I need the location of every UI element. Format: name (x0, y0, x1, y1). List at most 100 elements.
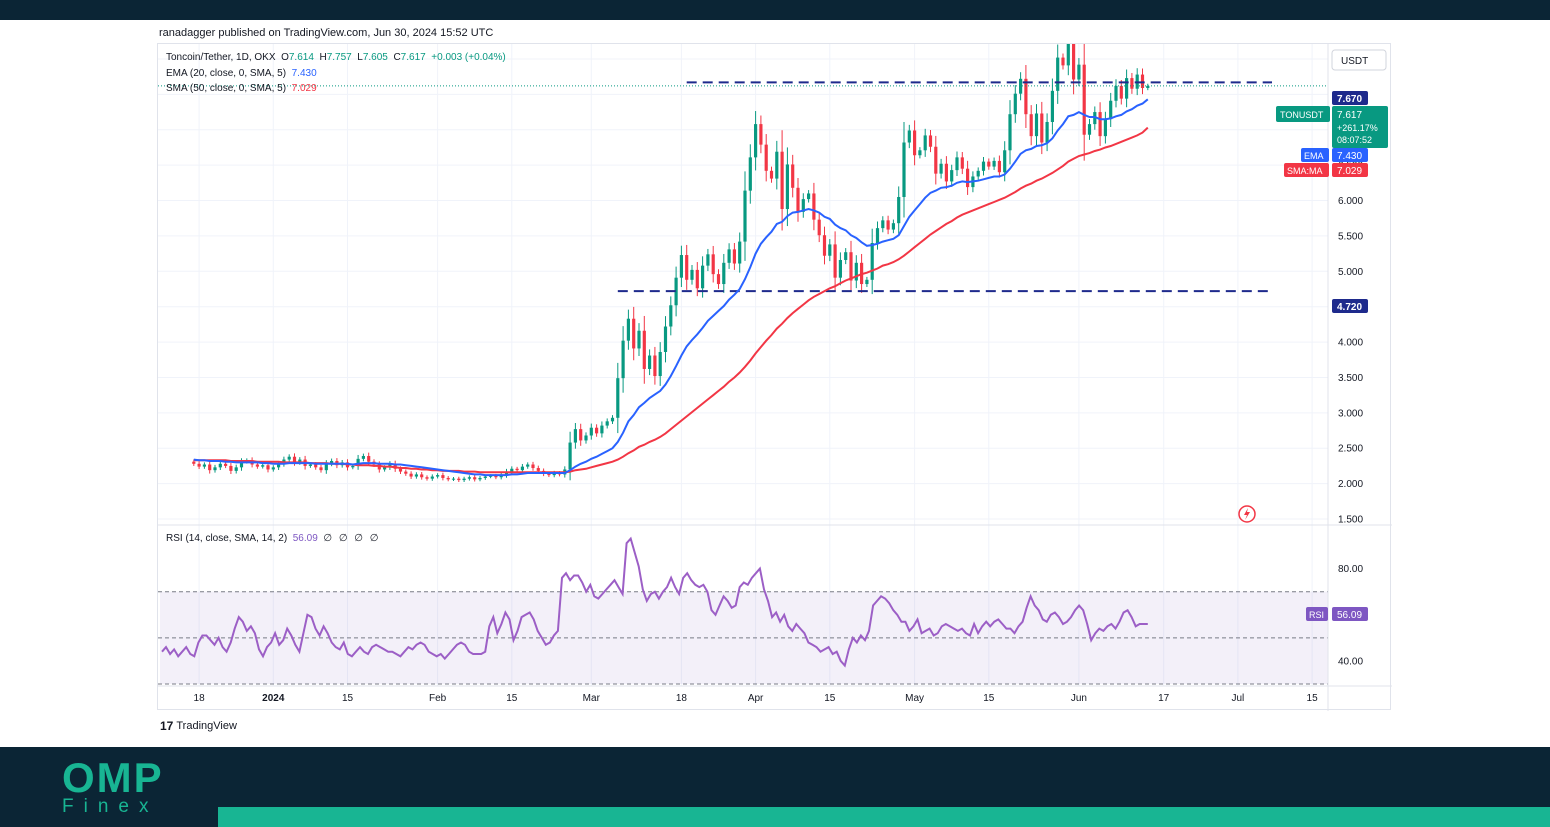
candle (287, 454, 291, 462)
x-tick-label: Apr (748, 693, 764, 704)
sma-name-badge-label: SMA:MA (1287, 166, 1323, 176)
candle (409, 471, 413, 479)
price-tick-label: 5.000 (1338, 267, 1363, 278)
price-tick-label: 2.000 (1338, 479, 1363, 490)
candle (1103, 111, 1107, 144)
x-tick-label: 15 (983, 693, 995, 704)
candle (769, 166, 774, 183)
candle (1050, 78, 1054, 135)
candle (679, 245, 683, 288)
candle (711, 245, 715, 283)
flash-icon[interactable] (1238, 505, 1256, 523)
candle (939, 158, 943, 179)
candle (881, 216, 885, 233)
tradingview-logo[interactable]: 17 TradingView (160, 719, 237, 733)
x-tick-label: May (905, 693, 924, 704)
low-label: L (357, 52, 363, 63)
currency-button[interactable] (1331, 49, 1387, 71)
candle (759, 115, 763, 154)
candle (897, 186, 901, 234)
candle (828, 239, 832, 262)
symbol-badge-label: TONUSDT (1280, 110, 1324, 120)
candle (616, 362, 620, 434)
candle (785, 147, 789, 227)
candle (1045, 113, 1049, 152)
candle (255, 462, 259, 469)
currency-label: USDT (1341, 56, 1368, 67)
x-tick-label: 15 (1307, 693, 1319, 704)
candle (875, 221, 880, 250)
price-badge-countdown: 08:07:52 (1337, 135, 1372, 145)
rsi-tick-label: 80.00 (1338, 564, 1363, 575)
price-tick-label: 6.000 (1338, 196, 1363, 207)
candle (891, 219, 895, 234)
candle (812, 182, 816, 231)
candle (663, 316, 668, 363)
candle (870, 228, 874, 295)
candle (515, 466, 519, 473)
candle (1130, 72, 1134, 94)
candle (224, 461, 228, 469)
candle (621, 326, 625, 393)
candle (1140, 68, 1145, 95)
candle (754, 111, 758, 171)
high-value: 7.757 (326, 52, 352, 63)
candle (632, 306, 636, 361)
symbol-badge (1276, 106, 1330, 122)
price-tick-label: 3.500 (1338, 373, 1363, 384)
support-badge (1332, 299, 1368, 313)
price-tick-label: 3.000 (1338, 408, 1363, 419)
price-tick-label: 5.500 (1338, 231, 1363, 242)
candle (595, 424, 599, 437)
candle (764, 134, 768, 182)
candle (1013, 85, 1017, 123)
chart-frame[interactable]: 8.0007.5007.0006.5006.0005.5005.0004.500… (157, 26, 1392, 711)
open-label: O (281, 52, 289, 63)
candle (600, 421, 604, 438)
candle (1029, 105, 1033, 146)
tradingview-logo-text: TradingView (176, 720, 237, 732)
brand-subtitle: Finex (62, 796, 159, 817)
change-value: +0.003 (+0.04%) (431, 52, 506, 63)
candle (801, 193, 805, 218)
candle (202, 462, 206, 469)
candle (658, 342, 662, 386)
candle (716, 269, 721, 289)
rsi-name-badge (1306, 607, 1328, 621)
support-badge-value: 4.720 (1337, 302, 1362, 313)
candle (356, 454, 360, 470)
candle (902, 122, 906, 218)
resistance-badge (1332, 91, 1368, 105)
candle (934, 135, 938, 185)
candle (722, 253, 726, 293)
x-tick-label: 18 (676, 693, 688, 704)
candle (669, 296, 673, 336)
candle (430, 474, 434, 481)
candle (981, 156, 986, 176)
candle (854, 255, 858, 289)
candle (690, 265, 694, 285)
price-chart[interactable]: 8.0007.5007.0006.5006.0005.5005.0004.500… (158, 26, 1392, 711)
candle (229, 462, 233, 475)
x-tick-label: 15 (824, 693, 836, 704)
candle (997, 155, 1001, 178)
sma-name-badge (1284, 163, 1329, 177)
candle (748, 144, 752, 204)
top-bar (0, 0, 1550, 20)
candle (414, 472, 418, 479)
price-tick-label: 4.000 (1338, 338, 1363, 349)
candle (822, 226, 827, 265)
candle (966, 160, 970, 195)
rsi-legend: RSI (14, close, SMA, 14, 2) 56.09 ∅ ∅ ∅ … (166, 533, 381, 544)
candle (807, 190, 811, 203)
candle (197, 461, 201, 470)
open-value: 7.614 (288, 52, 314, 63)
candle (1056, 44, 1060, 104)
sma-value-badge-label: 7.029 (1337, 166, 1362, 177)
price-badge-pct: +261.17% (1337, 123, 1378, 133)
rsi-legend-placeholders: ∅ ∅ ∅ ∅ (323, 533, 381, 544)
rsi-name-badge-label: RSI (1309, 610, 1324, 620)
candle (833, 231, 837, 291)
low-value: 7.605 (362, 52, 388, 63)
candle (1093, 106, 1097, 130)
